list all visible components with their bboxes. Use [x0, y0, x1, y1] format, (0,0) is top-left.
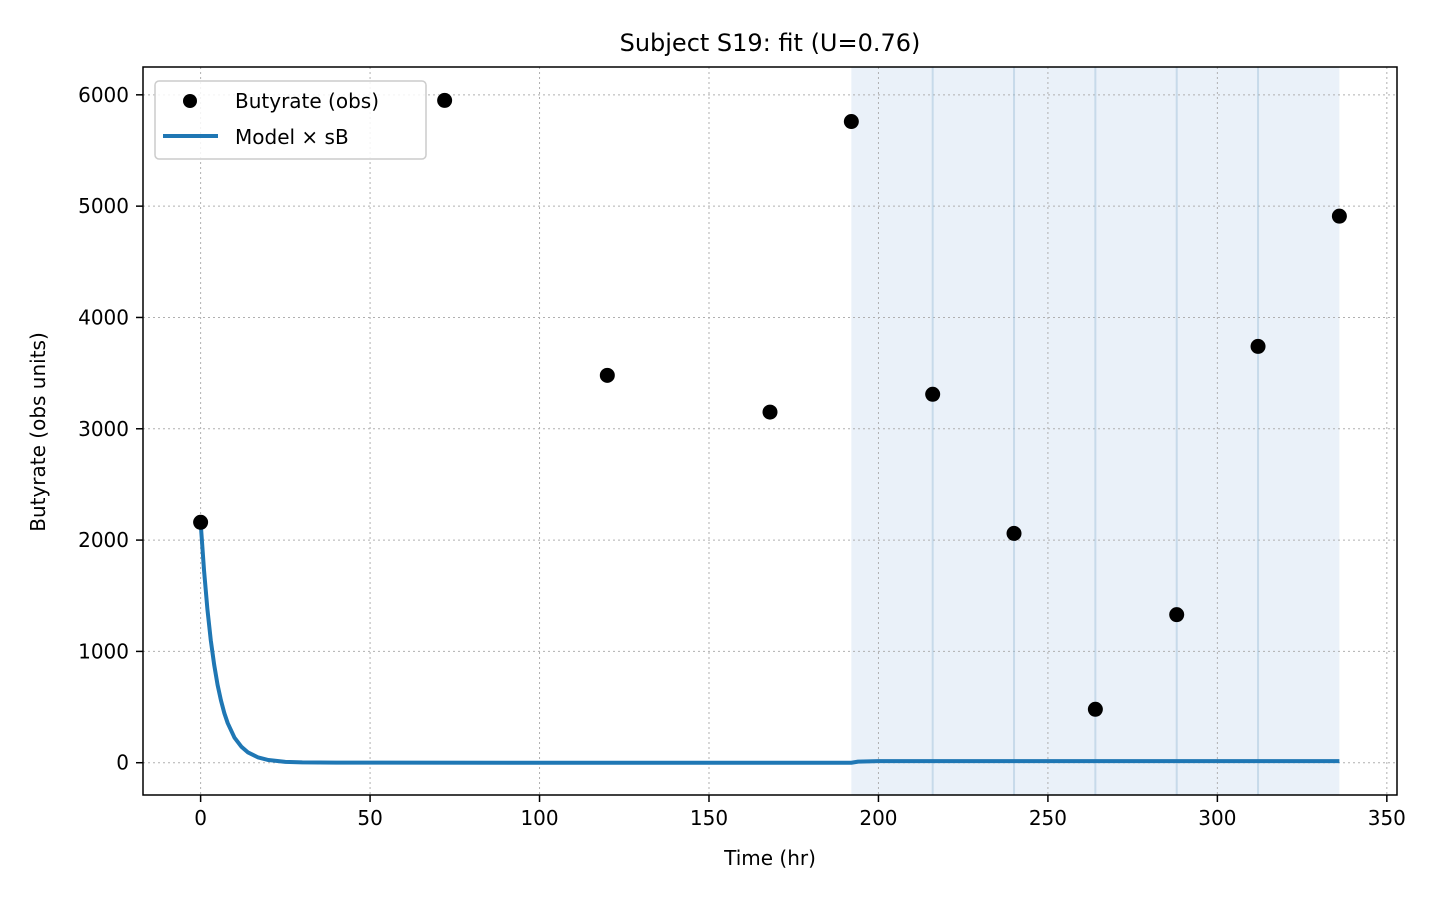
data-point: [925, 387, 940, 402]
x-tick-label: 200: [859, 806, 897, 830]
data-point: [600, 368, 615, 383]
y-tick-label: 4000: [78, 305, 129, 329]
y-tick-label: 3000: [78, 417, 129, 441]
data-point: [763, 405, 778, 420]
data-point: [437, 93, 452, 108]
legend-label-obs: Butyrate (obs): [235, 89, 379, 113]
x-tick-label: 250: [1029, 806, 1067, 830]
legend-marker-obs: [183, 94, 197, 108]
chart-title: Subject S19: fit (U=0.76): [620, 29, 921, 57]
x-tick-label: 150: [690, 806, 728, 830]
x-tick-label: 300: [1198, 806, 1236, 830]
data-point: [1007, 526, 1022, 541]
x-axis-label: Time (hr): [723, 846, 816, 870]
y-tick-label: 1000: [78, 639, 129, 663]
legend: Butyrate (obs) Model × sB: [155, 81, 426, 159]
y-axis-label: Butyrate (obs units): [26, 332, 50, 532]
y-tick-label: 2000: [78, 528, 129, 552]
y-tick-label: 5000: [78, 194, 129, 218]
data-point: [1332, 209, 1347, 224]
data-point: [193, 515, 208, 530]
data-point: [1088, 702, 1103, 717]
data-point: [1251, 339, 1266, 354]
y-tick-label: 6000: [78, 83, 129, 107]
x-tick-label: 100: [520, 806, 558, 830]
x-tick-label: 50: [357, 806, 382, 830]
x-tick-label: 0: [194, 806, 207, 830]
y-tick-label: 0: [116, 751, 129, 775]
legend-label-model: Model × sB: [235, 125, 349, 149]
x-tick-label: 350: [1368, 806, 1406, 830]
data-point: [1169, 607, 1184, 622]
data-point: [844, 114, 859, 129]
